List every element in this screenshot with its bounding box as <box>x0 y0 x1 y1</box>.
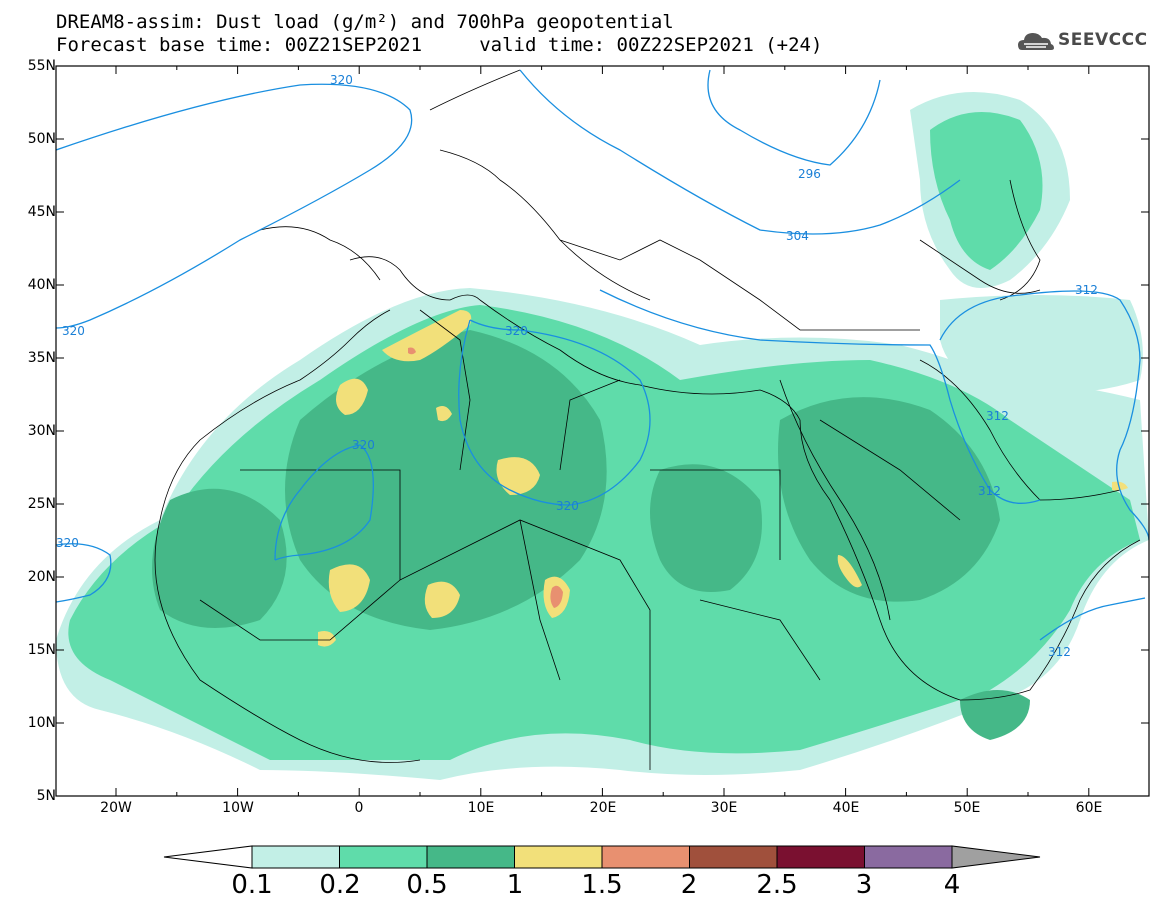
contour-label: 320 <box>505 324 528 338</box>
dust-region-dense <box>285 330 607 630</box>
colorbar-swatch <box>339 845 428 869</box>
lat-label: 50N <box>27 131 56 147</box>
colorbar-swatch <box>689 845 778 869</box>
map-title-line-1: DREAM8-assim: Dust load (g/m²) and 700hP… <box>56 11 674 33</box>
contour-label: 320 <box>352 438 375 452</box>
colorbar-swatch <box>601 845 690 869</box>
contour-label: 312 <box>978 484 1001 498</box>
contour-label: 320 <box>556 499 579 513</box>
dust-region-high <box>328 564 370 612</box>
colorbar-swatch <box>776 845 865 869</box>
colorbar-label: 0.5 <box>406 870 448 900</box>
dust-region-high <box>336 378 368 415</box>
dust-region-high <box>837 555 862 588</box>
dust-region-dense <box>650 464 762 592</box>
contour-label: 312 <box>986 409 1009 423</box>
colorbar-under-arrow <box>163 845 253 869</box>
dust-region-very-high <box>408 347 416 355</box>
map-title-line-2: Forecast base time: 00Z21SEP2021 valid t… <box>56 34 823 56</box>
dust-region-high <box>424 581 460 618</box>
lat-label: 5N <box>36 788 56 804</box>
lon-label: 10W <box>222 800 254 816</box>
colorbar-label: 1.5 <box>581 870 623 900</box>
contour-label: 320 <box>56 536 79 550</box>
lat-label: 25N <box>27 496 56 512</box>
logo-text: SEEVCCC <box>1058 30 1148 50</box>
lon-label: 10E <box>467 800 495 816</box>
lat-label: 40N <box>27 277 56 293</box>
dust-region-high <box>1112 481 1128 491</box>
dust-region-medium <box>930 112 1043 270</box>
colorbar-label: 0.2 <box>319 870 361 900</box>
lon-label: 20W <box>100 800 132 816</box>
colorbar-swatch <box>514 845 603 869</box>
colorbar-swatch <box>864 845 953 869</box>
lon-label: 60E <box>1075 800 1103 816</box>
colorbar <box>163 845 1041 869</box>
dust-region-dense <box>960 690 1030 740</box>
lat-label: 55N <box>27 58 56 74</box>
lat-label: 35N <box>27 350 56 366</box>
colorbar-swatch <box>251 845 340 869</box>
cloud-logo-icon <box>1018 33 1054 50</box>
lat-label: 30N <box>27 423 56 439</box>
colorbar-label: 2 <box>680 870 698 900</box>
colorbar-swatch <box>426 845 515 869</box>
dust-region-high <box>318 631 336 647</box>
lat-label: 15N <box>27 642 56 658</box>
lat-label: 20N <box>27 569 56 585</box>
colorbar-label: 4 <box>943 870 961 900</box>
lon-label: 30E <box>710 800 738 816</box>
dust-region-dense <box>778 397 1000 602</box>
geopotential-contours <box>56 69 1149 641</box>
contour-label: 296 <box>798 167 821 181</box>
contour-label: 304 <box>786 229 809 243</box>
coastlines <box>154 69 1141 770</box>
colorbar-label: 1 <box>506 870 524 900</box>
dust-region-high <box>436 406 452 422</box>
lon-label: 50E <box>953 800 981 816</box>
contour-labels: 320 320 320 320 320 320 296 304 312 312 … <box>56 73 1098 659</box>
contour-label: 320 <box>62 324 85 338</box>
dust-region-high <box>496 457 540 495</box>
dust-region-high <box>382 310 472 362</box>
colorbar-over-arrow <box>951 845 1041 869</box>
contour-label: 312 <box>1075 283 1098 297</box>
lat-label: 10N <box>27 715 56 731</box>
colorbar-label: 3 <box>855 870 873 900</box>
lon-label: 20E <box>589 800 617 816</box>
contour-label: 320 <box>330 73 353 87</box>
axis-ticks <box>56 65 1149 797</box>
dust-field <box>56 92 1149 780</box>
dust-region-dense <box>152 488 287 628</box>
lon-label: 40E <box>832 800 860 816</box>
lat-label: 45N <box>27 204 56 220</box>
contour-label: 312 <box>1048 645 1071 659</box>
lon-label: 0 <box>354 800 364 816</box>
dust-region-very-high <box>550 585 563 608</box>
colorbar-label: 2.5 <box>756 870 798 900</box>
colorbar-label: 0.1 <box>231 870 273 900</box>
dust-region-light <box>940 295 1143 394</box>
